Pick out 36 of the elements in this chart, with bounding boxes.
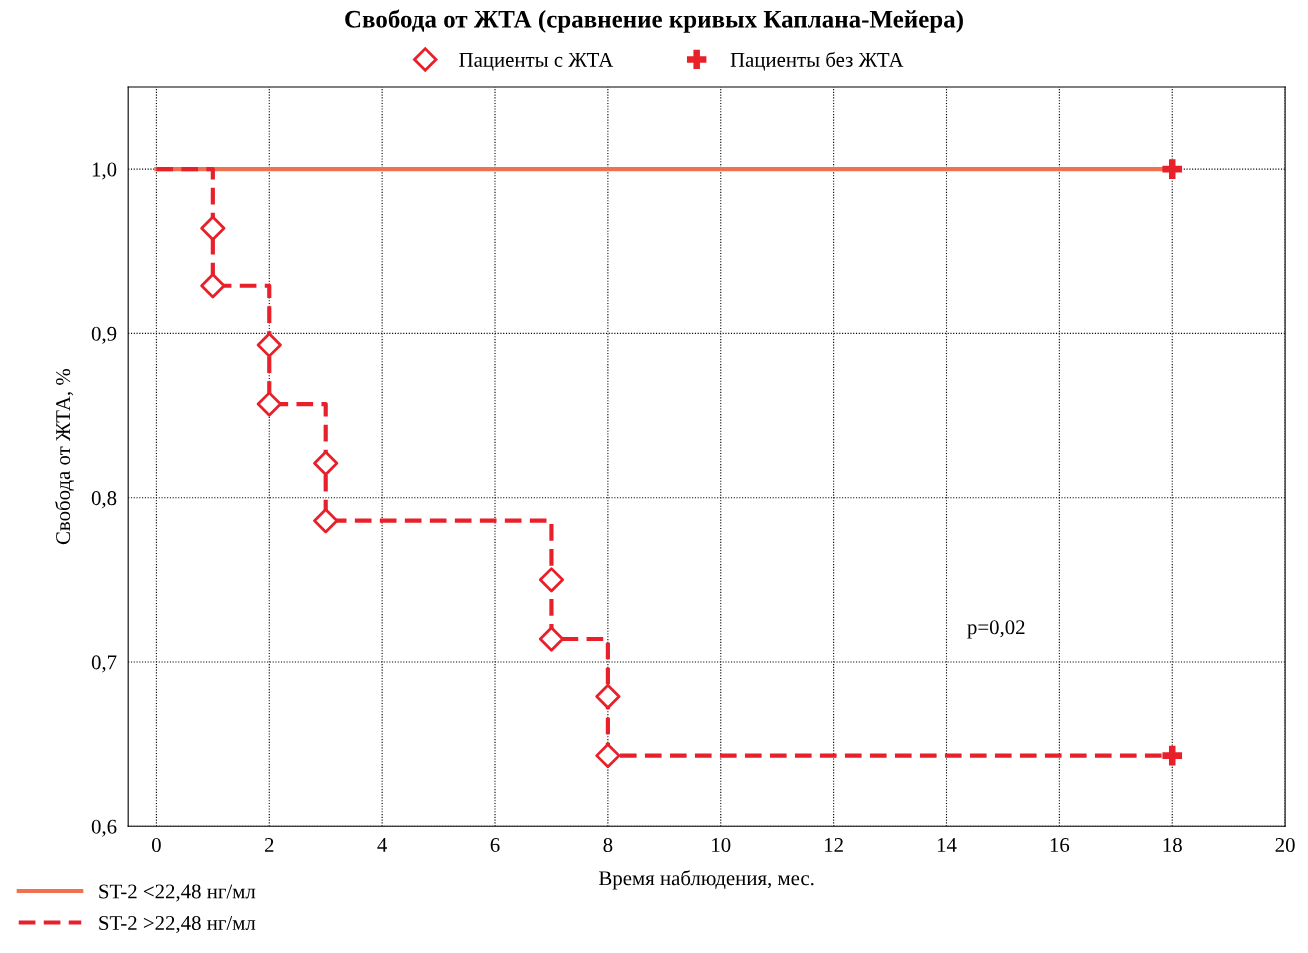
annotation: p=0,02 xyxy=(967,620,1025,639)
y-tick-label: 0,8 xyxy=(91,491,117,509)
x-tick-label: 10 xyxy=(712,837,731,853)
legend-label: Пациенты с ЖТА xyxy=(459,52,614,71)
point xyxy=(595,743,621,769)
y-tick-label: 0,9 xyxy=(91,326,117,344)
point xyxy=(595,683,621,710)
x-tick-label: 12 xyxy=(825,838,843,852)
x-tick-label: 2 xyxy=(264,838,274,852)
x-tick-label: 20 xyxy=(1275,837,1295,853)
point xyxy=(256,391,282,417)
x-tick-label: 16 xyxy=(1050,838,1070,853)
x-tick-label: 4 xyxy=(377,838,388,852)
x-tick-label: 6 xyxy=(490,838,500,853)
point xyxy=(200,273,226,299)
point xyxy=(200,215,226,241)
y-tick-label: 0,6 xyxy=(91,819,117,837)
point xyxy=(538,567,565,593)
point xyxy=(313,508,339,534)
y-tick-label: 1,0 xyxy=(92,162,117,180)
legend-label: ST-2 <22,48 нг/мл xyxy=(99,884,256,902)
y-tick-label: 0,7 xyxy=(91,655,117,673)
legend-label: Пациенты без ЖТА xyxy=(730,51,904,71)
point xyxy=(1162,745,1183,766)
point xyxy=(538,626,565,652)
point xyxy=(256,332,282,358)
point xyxy=(313,450,339,476)
x-tick-label: 18 xyxy=(1163,837,1182,853)
legend-label: ST-2 >22,48 нг/мл xyxy=(99,915,256,934)
point xyxy=(1162,159,1183,179)
x-tick-label: 14 xyxy=(937,838,957,852)
chart-title: Свобода от ЖТА (сравнение кривых Каплана-Мейера) xyxy=(345,9,963,33)
x-axis-title: Время наблюдения, мес. xyxy=(599,870,814,890)
x-tick-label: 0 xyxy=(151,837,161,853)
x-tick-label: 8 xyxy=(603,837,613,853)
y-axis-title: Свобода от ЖТА, % xyxy=(55,368,74,545)
